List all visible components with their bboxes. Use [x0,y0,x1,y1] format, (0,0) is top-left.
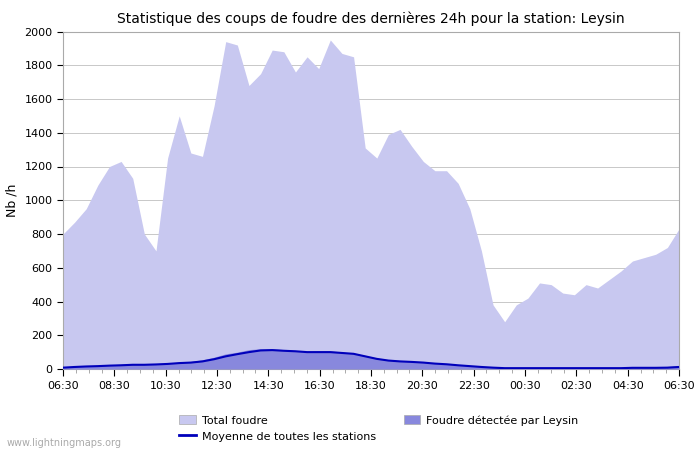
Title: Statistique des coups de foudre des dernières 24h pour la station: Leysin: Statistique des coups de foudre des dern… [117,12,625,26]
Y-axis label: Nb /h: Nb /h [6,184,19,217]
Legend: Total foudre, Moyenne de toutes les stations, Foudre détectée par Leysin: Total foudre, Moyenne de toutes les stat… [179,415,578,441]
Text: www.lightningmaps.org: www.lightningmaps.org [7,438,122,448]
